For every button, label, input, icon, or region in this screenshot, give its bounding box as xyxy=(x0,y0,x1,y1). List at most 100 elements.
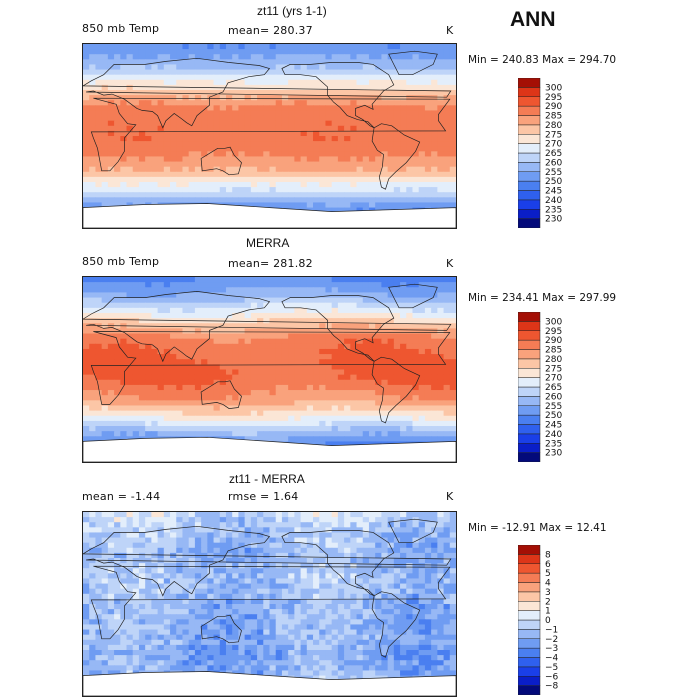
colorbar-swatch xyxy=(518,396,541,406)
panel-3-map xyxy=(82,511,457,697)
colorbar-tick-label: 260 xyxy=(545,158,562,168)
colorbar-swatch xyxy=(518,209,541,219)
colorbar-tick-label: 300 xyxy=(545,317,562,327)
colorbar-swatch xyxy=(518,171,541,182)
colorbar-swatch xyxy=(518,591,541,602)
map-svg xyxy=(83,512,456,696)
colorbar-tick-label: −1 xyxy=(545,625,558,635)
colorbar-swatch xyxy=(518,601,541,611)
panel-2-minmax: Min = 234.41 Max = 297.99 xyxy=(468,292,617,304)
panel-3-title: zt11 - MERRA xyxy=(229,472,305,486)
panel-2-map xyxy=(82,276,457,463)
colorbar-tick-label: 6 xyxy=(545,560,551,570)
colorbar-swatch xyxy=(518,414,541,425)
colorbar-tick-label: 265 xyxy=(545,383,562,393)
panel-3-mean: mean = -1.44 xyxy=(82,490,161,503)
colorbar-tick-label: 235 xyxy=(545,205,562,215)
panel-2-mean: mean= 281.82 xyxy=(228,257,313,270)
colorbar-tick-label: 270 xyxy=(545,374,562,384)
map-svg xyxy=(83,277,456,462)
colorbar-tick-label: 280 xyxy=(545,355,562,365)
colorbar-swatch xyxy=(518,424,541,435)
colorbar-tick-label: −2 xyxy=(545,635,558,645)
colorbar-swatch xyxy=(518,134,541,144)
colorbar-swatch xyxy=(518,685,541,695)
colorbar-tick-label: 245 xyxy=(545,187,562,197)
colorbar-swatch xyxy=(518,190,541,201)
colorbar-tick-label: 265 xyxy=(545,149,562,159)
colorbar-swatch xyxy=(518,180,541,191)
colorbar-swatch xyxy=(518,433,541,444)
colorbar-swatch xyxy=(518,572,541,583)
colorbar-swatch xyxy=(518,582,541,593)
colorbar-swatch xyxy=(518,368,541,378)
colorbar-swatch xyxy=(518,78,541,88)
panel-1-units: K xyxy=(446,24,454,37)
panel-1-colorbar: 230 235 240 245 250 255 260 265 270 275 280 285 290 2… xyxy=(518,78,578,228)
colorbar-swatch xyxy=(518,666,541,677)
colorbar-tick-label: 245 xyxy=(545,421,562,431)
colorbar-tick-label: 240 xyxy=(545,430,562,440)
colorbar-tick-label: −8 xyxy=(545,682,559,692)
field-grid xyxy=(83,277,456,462)
colorbar-swatch xyxy=(518,452,541,462)
colorbar-tick-label: −5 xyxy=(545,663,558,673)
colorbar-tick-label: 4 xyxy=(545,579,551,589)
colorbar-swatch xyxy=(518,162,541,172)
colorbar-tick-label: 1 xyxy=(545,607,551,617)
colorbar-tick-label: 240 xyxy=(545,196,562,206)
colorbar-tick-label: 275 xyxy=(545,364,562,374)
colorbar-tick-label: 285 xyxy=(545,112,562,122)
colorbar-swatch xyxy=(518,545,541,555)
colorbar-svg: 2302352402452502552602652702752802852902… xyxy=(518,312,562,462)
colorbar-tick-label: 2 xyxy=(545,597,551,607)
colorbar-tick-label: 255 xyxy=(545,168,562,178)
colorbar-swatch xyxy=(518,339,541,350)
colorbar-swatch xyxy=(518,330,541,341)
colorbar-tick-label: 235 xyxy=(545,439,562,449)
colorbar-tick-label: 230 xyxy=(545,449,562,459)
coastlines xyxy=(83,518,456,696)
season-label: ANN xyxy=(510,8,556,31)
colorbar-swatch xyxy=(518,312,541,322)
colorbar-swatch xyxy=(518,199,541,210)
colorbar-tick-label: 295 xyxy=(545,327,562,337)
panel-2-colorbar: 230 235 240 245 250 255 260 265 270 275 280 285 290 2… xyxy=(518,312,578,462)
colorbar-tick-label: −3 xyxy=(545,644,558,654)
colorbar-swatch xyxy=(518,218,541,228)
colorbar-swatch xyxy=(518,152,541,163)
colorbar-tick-label: 250 xyxy=(545,177,562,187)
colorbar-tick-label: 5 xyxy=(545,569,551,579)
colorbar-tick-label: 255 xyxy=(545,402,562,412)
colorbar-tick-label: 0 xyxy=(545,616,551,626)
colorbar-swatch xyxy=(518,386,541,397)
colorbar-swatch xyxy=(518,657,541,668)
colorbar-tick-label: 290 xyxy=(545,336,562,346)
colorbar-swatch xyxy=(518,676,541,686)
colorbar-swatch xyxy=(518,610,541,621)
colorbar-swatch xyxy=(518,619,541,630)
panel-1-mean: mean= 280.37 xyxy=(228,24,313,37)
panel-2-variable: 850 mb Temp xyxy=(82,255,160,268)
colorbar-swatch xyxy=(518,115,541,126)
colorbar-swatch xyxy=(518,358,541,369)
colorbar-swatch xyxy=(518,443,541,453)
colorbar-tick-label: 250 xyxy=(545,411,562,421)
colorbar-swatch xyxy=(518,405,541,416)
field-grid xyxy=(83,44,456,228)
colorbar-tick-label: 3 xyxy=(545,588,551,598)
panel-1-title: zt11 (yrs 1-1) xyxy=(257,4,327,18)
panel-2-title: MERRA xyxy=(246,236,290,250)
panel-3-minmax: Min = -12.91 Max = 12.41 xyxy=(468,522,607,534)
colorbar-swatch xyxy=(518,629,541,639)
colorbar-tick-label: 285 xyxy=(545,346,562,356)
colorbar-tick-label: 275 xyxy=(545,130,562,140)
colorbar-tick-label: 290 xyxy=(545,102,562,112)
colorbar-swatch xyxy=(518,143,541,154)
panel-3-colorbar: −8 −6 −5 −4 −3 −2 −1 0 1 2 3 4 5 6 8 xyxy=(518,545,578,695)
colorbar-tick-label: 8 xyxy=(545,550,551,560)
colorbar-swatch xyxy=(518,321,541,331)
colorbar-swatch xyxy=(518,377,541,388)
panel-1-minmax: Min = 240.83 Max = 294.70 xyxy=(468,54,617,66)
